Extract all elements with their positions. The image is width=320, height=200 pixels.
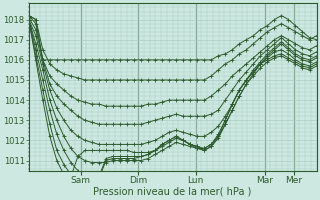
X-axis label: Pression niveau de la mer( hPa ): Pression niveau de la mer( hPa ) bbox=[93, 187, 252, 197]
